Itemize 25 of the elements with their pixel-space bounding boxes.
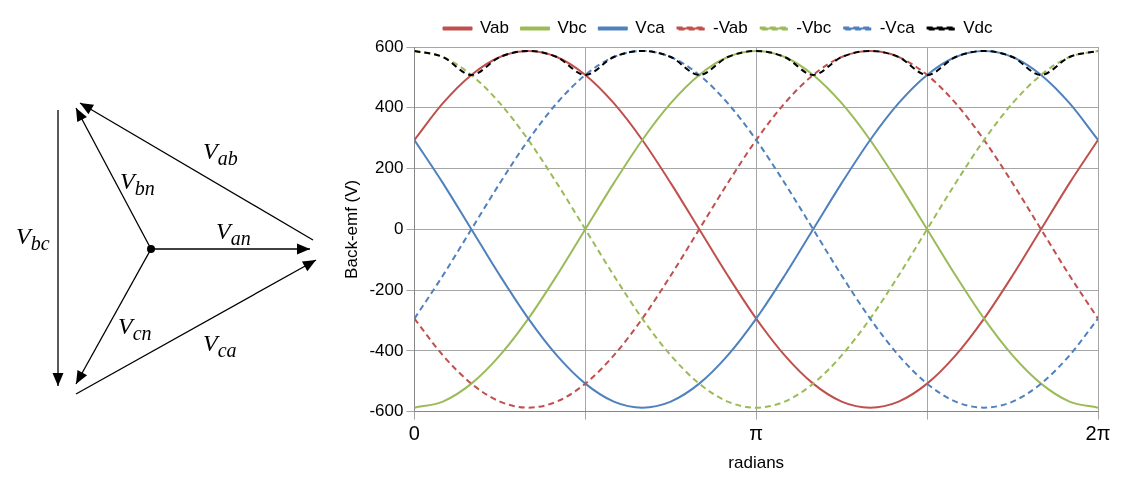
text: V$_{ab}$: [203, 138, 238, 170]
legend-label: Vab: [480, 18, 510, 38]
y-tick-label: 200: [375, 158, 404, 178]
legend-label: Vdc: [963, 18, 993, 38]
text: V$_{ca}$: [203, 330, 237, 362]
y-tick-label: -200: [369, 279, 404, 299]
y-tick-label: 400: [375, 97, 404, 117]
x-tick-label: 0: [408, 422, 420, 445]
legend-label: -Vca: [879, 18, 916, 38]
y-tick-label: 0: [393, 218, 404, 238]
x-tick-label: π: [749, 422, 764, 445]
y-tick-label: -400: [369, 340, 404, 360]
text: V$_{bn}$: [120, 168, 155, 200]
y-axis-title: Back-emf (V): [341, 179, 361, 279]
text: V$_{bc}$: [16, 223, 50, 255]
x-axis-title: radians: [728, 453, 785, 473]
y-tick-label: -600: [369, 401, 404, 421]
legend-label: Vbc: [557, 18, 588, 38]
text: V$_{cn}$: [118, 313, 152, 345]
x-tick-label: 2π: [1085, 422, 1111, 445]
legend-label: Vca: [635, 18, 666, 38]
legend-label: -Vab: [713, 18, 748, 38]
legend-label: -Vbc: [796, 18, 832, 38]
text: V$_{an}$: [216, 218, 251, 250]
y-tick-label: 600: [375, 36, 404, 56]
